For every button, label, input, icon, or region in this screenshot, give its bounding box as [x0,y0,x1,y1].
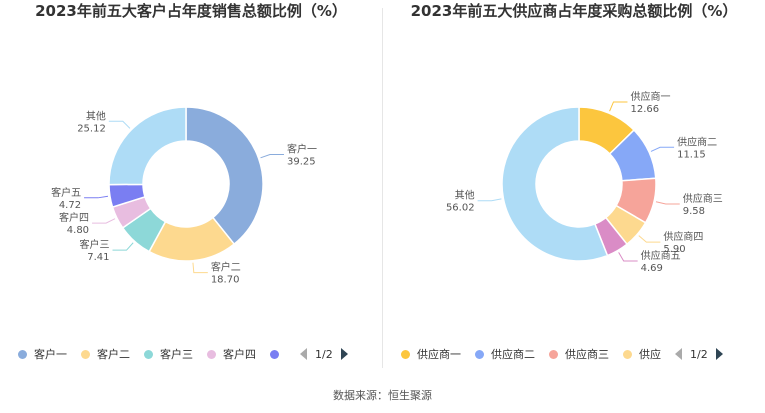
legend-item[interactable]: 供应商三 [549,346,609,362]
legend-item[interactable]: 供应 [623,346,661,362]
slice-value-label: 4.69 [641,263,663,274]
slice-value-label: 4.80 [67,225,89,236]
supplier-chart-panel: 2023年前五大供应商占年度采购总额比例（%） 供应商一 12.66 供应商二 11.… [383,0,765,380]
slice-name-label: 供应商四 [663,230,703,243]
prev-page-icon[interactable] [675,348,682,360]
leader-line [112,242,134,251]
legend-dot-icon [475,349,484,359]
slice-value-label: 11.15 [677,149,706,160]
legend-label: 供应商三 [565,348,609,361]
slice-value-label: 4.72 [59,200,81,211]
legend-label: 供应 [639,348,661,361]
slice-6[interactable] [501,106,609,262]
slice-name-label: 客户二 [211,261,241,274]
slice-name-label: 供应商一 [630,90,670,103]
slice-value-label: 56.02 [446,203,475,214]
slice-1[interactable] [185,106,264,246]
leader-line [650,146,675,152]
leader-line [638,235,661,243]
chart-title: 2023年前五大客户占年度销售总额比例（%） [35,2,347,20]
legend-item[interactable]: 客户四 [207,346,256,362]
leader-line [92,218,116,224]
chart-title: 2023年前五大供应商占年度采购总额比例（%） [410,2,738,20]
legend-label: 客户二 [97,348,130,361]
legend-dot-icon [270,349,279,359]
slice-value-label: 25.12 [77,123,106,134]
legend-pager: 1/2 [675,348,723,361]
prev-page-icon[interactable] [300,348,307,360]
slice-value-label: 9.58 [683,206,705,217]
legend-dot-icon [18,349,27,359]
legend-dot-icon [81,349,90,359]
legend-dot-icon [623,349,632,359]
slice-value-label: 18.70 [211,275,240,286]
next-page-icon[interactable] [715,348,723,360]
legend-label: 客户四 [223,348,256,361]
legend-item[interactable]: 供应商一 [401,346,461,362]
pager-text: 1/2 [690,347,708,361]
legend-label: 供应商一 [417,348,461,361]
chart-legend: 客户一 客户二 客户三 客户四 1/2 [18,345,348,363]
legend-item[interactable]: 客户一 [18,346,67,362]
slice-name-label: 其他 [86,109,106,122]
legend-item[interactable]: 客户三 [144,346,193,362]
panel-divider [382,8,383,368]
slice-name-label: 其他 [455,189,475,202]
slice-value-label: 7.41 [87,252,109,263]
legend-item[interactable]: 供应商二 [475,346,535,362]
legend-dot-icon [144,349,153,359]
slice-name-label: 客户四 [59,211,89,224]
leader-line [609,101,628,112]
chart-legend: 供应商一 供应商二 供应商三 供应 1/2 [401,345,723,363]
slice-name-label: 供应商二 [677,135,717,148]
next-page-icon[interactable] [340,348,348,360]
leader-line [260,154,284,159]
leader-line [108,120,131,129]
slice-name-label: 供应商三 [683,192,723,205]
slice-name-label: 客户五 [51,186,81,199]
leader-line [618,252,638,262]
leader-line [192,262,208,274]
customer-chart-panel: 2023年前五大客户占年度销售总额比例（%） 客户一 39.25 客户二 18.70 客… [0,0,382,380]
legend-label: 供应商二 [491,348,535,361]
legend-label: 客户三 [160,348,193,361]
leader-line [477,198,502,202]
data-source-note: 数据来源：恒生聚源 [333,389,432,402]
slice-name-label: 客户三 [79,238,109,251]
slice-value-label: 12.66 [630,104,659,115]
leader-line [655,201,680,205]
legend-dot-icon [207,349,216,359]
slice-name-label: 客户一 [287,143,317,156]
legend-item[interactable] [270,349,286,359]
slice-6[interactable] [108,106,187,186]
pager-text: 1/2 [315,347,333,361]
legend-dot-icon [401,349,410,359]
legend-item[interactable]: 客户二 [81,346,130,362]
leader-line [84,195,109,199]
slice-value-label: 39.25 [287,157,316,168]
slice-value-label: 5.90 [663,244,685,255]
legend-pager: 1/2 [300,348,348,361]
slice-name-label: 供应商五 [641,249,681,262]
legend-dot-icon [549,349,558,359]
legend-label: 客户一 [34,348,67,361]
